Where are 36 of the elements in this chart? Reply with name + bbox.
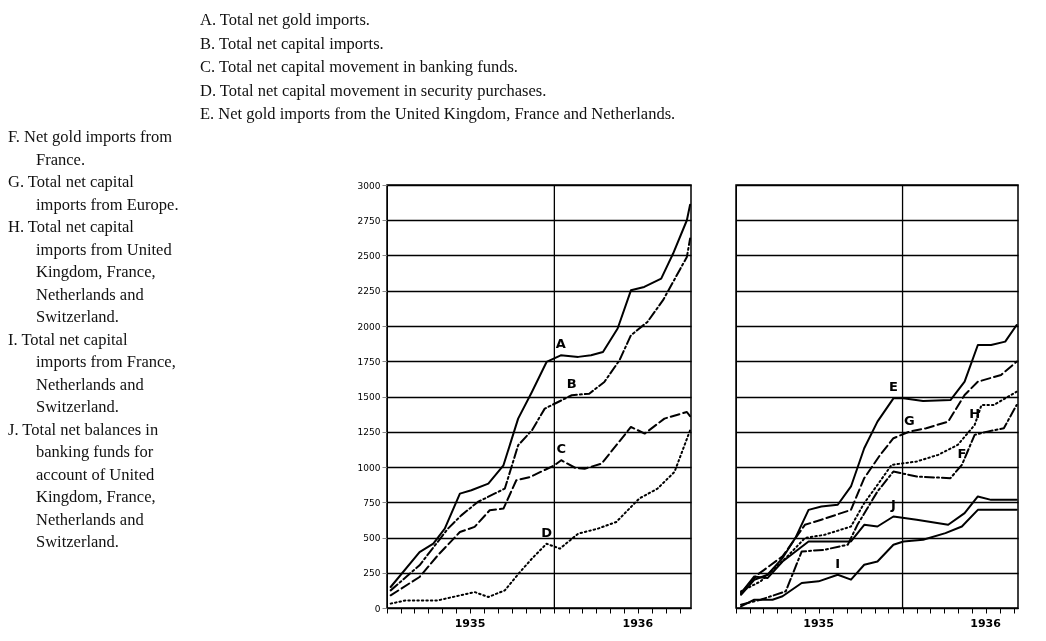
y-tick-label: 1500: [357, 392, 381, 402]
y-tick-label: 750: [363, 497, 381, 508]
series-label: C: [556, 441, 567, 457]
series-label: A: [555, 336, 566, 352]
text: F. Net gold imports from France.: [8, 126, 174, 171]
x-tick-label: 1936: [622, 617, 654, 630]
series-label: I: [835, 555, 841, 571]
y-tick-label: 2500: [357, 251, 381, 261]
y-tick-label: 1000: [357, 462, 381, 473]
y-tick-label: 3000: [357, 180, 381, 191]
y-tick-label: 0: [374, 603, 381, 614]
y-tick-label: 2000: [357, 321, 381, 332]
y-tick-label: 1750: [357, 356, 381, 367]
series-label: F: [957, 445, 967, 461]
x-tick-label: 1936: [970, 617, 1002, 630]
text: I. Total net capital imports from France, Netherlands and Switzerland.: [8, 328, 177, 418]
y-tick-label: 500: [363, 533, 381, 543]
y-tick-label: 250: [363, 568, 381, 579]
text: D. Total net capital movement in security purchases.: [200, 79, 548, 102]
text: H. Total net capital imports from United Kingdom, France, Netherlands and Switzerland.: [8, 216, 173, 328]
text: J. Total net balances in banking funds for account of United Kingdom, France, Netherlands and Switzerland.: [8, 418, 160, 553]
y-tick-label: 2250: [357, 286, 381, 297]
x-tick-label: 1935: [454, 617, 486, 630]
series-label: B: [566, 376, 577, 392]
series-label: H: [969, 405, 981, 421]
text: E. Net gold imports from the United Kingdom, France and Netherlands.: [200, 103, 676, 125]
series-label: D: [541, 524, 553, 540]
y-tick-label: 2750: [357, 215, 381, 226]
series-label: G: [904, 412, 915, 428]
text: G. Total net capital imports from Europe.: [8, 171, 180, 216]
text: A. Total net gold imports.: [200, 9, 371, 31]
x-tick-label: 1935: [803, 617, 834, 630]
y-tick-label: 1250: [357, 427, 381, 438]
text: B. Total net capital imports.: [200, 32, 385, 55]
text: C. Total net capital movement in banking funds.: [200, 56, 519, 78]
series-label: E: [888, 379, 898, 395]
